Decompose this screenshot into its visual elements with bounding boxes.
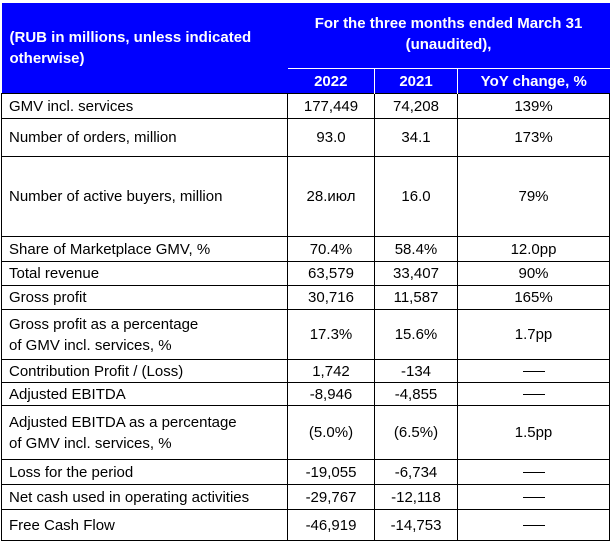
table-row: Contribution Profit / (Loss) 1,742 -134: [1, 359, 611, 383]
table-row: Loss for the period -19,055 -6,734: [1, 459, 611, 485]
value-2022: 30,716: [287, 285, 375, 310]
col-header-yoy: YoY change, %: [456, 68, 610, 94]
value-2022: 1,742: [287, 359, 375, 383]
row-label-line2: of GMV incl. services, %: [9, 434, 172, 452]
value-2021: 33,407: [374, 261, 458, 286]
value-yoy: [456, 359, 611, 383]
table-row: Adjusted EBITDA as a percentage of GMV i…: [1, 405, 611, 460]
year-header-row: 2022 2021 YoY change, %: [2, 68, 610, 94]
financial-summary-sheet: (RUB in millions, unless indicated other…: [1, 3, 611, 541]
value-2021: 16.0: [374, 156, 458, 237]
value-2021: -6,734: [374, 459, 458, 485]
value-2022: 28.июл: [287, 156, 375, 237]
value-yoy: 79%: [456, 156, 611, 237]
row-label: Total revenue: [1, 261, 288, 286]
table-row: Gross profit 30,716 11,587 165%: [1, 285, 611, 310]
period-header-cell: For the three months ended March 31 (una…: [287, 3, 610, 69]
dash-mark: [522, 472, 545, 474]
dash-mark: [522, 394, 545, 396]
row-label-line2: of GMV incl. services, %: [9, 336, 172, 354]
dash-mark: [522, 371, 545, 373]
row-label: Number of orders, million: [1, 118, 288, 157]
period-label-line1: For the three months ended March 31: [314, 15, 583, 32]
period-label-line2: (unaudited),: [405, 36, 492, 53]
table-row: Gross profit as a percentage of GMV incl…: [1, 309, 611, 360]
value-2021: -14,753: [374, 509, 458, 541]
row-label: GMV incl. services: [1, 93, 288, 119]
col-header-2022: 2022: [287, 68, 375, 94]
value-2022: -19,055: [287, 459, 375, 485]
row-label-line1: Gross profit as a percentage: [9, 315, 199, 333]
value-2021: -4,855: [374, 382, 458, 406]
row-label: Adjusted EBITDA: [1, 382, 288, 406]
value-yoy: [456, 459, 611, 485]
value-2021: 74,208: [374, 93, 458, 119]
value-yoy: 165%: [456, 285, 611, 310]
row-label: Share of Marketplace GMV, %: [1, 236, 288, 262]
value-yoy: [456, 484, 611, 510]
row-label: Loss for the period: [1, 459, 288, 485]
table-row: Number of orders, million 93.0 34.1 173%: [1, 118, 611, 157]
value-2022: 177,449: [287, 93, 375, 119]
value-2022: -8,946: [287, 382, 375, 406]
value-yoy: 173%: [456, 118, 611, 157]
value-2022: (5.0%): [287, 405, 375, 460]
value-2021: -12,118: [374, 484, 458, 510]
row-label: Gross profit as a percentage of GMV incl…: [1, 309, 288, 360]
value-yoy: 90%: [456, 261, 611, 286]
value-yoy: 12.0pp: [456, 236, 611, 262]
row-label: Number of active buyers, million: [1, 156, 288, 237]
value-2021: 11,587: [374, 285, 458, 310]
value-2022: -29,767: [287, 484, 375, 510]
table-row: Free Cash Flow -46,919 -14,753: [1, 509, 611, 541]
row-label: Gross profit: [1, 285, 288, 310]
value-2022: -46,919: [287, 509, 375, 541]
value-yoy: 139%: [456, 93, 611, 119]
table-row: Total revenue 63,579 33,407 90%: [1, 261, 611, 286]
financial-summary-table: (RUB in millions, unless indicated other…: [1, 3, 611, 541]
units-label-line1: (RUB in millions, unless indicated: [9, 29, 252, 46]
row-label: Adjusted EBITDA as a percentage of GMV i…: [1, 405, 288, 460]
value-2021: 58.4%: [374, 236, 458, 262]
dash-mark: [522, 497, 545, 499]
value-2021: 15.6%: [374, 309, 458, 360]
value-2022: 70.4%: [287, 236, 375, 262]
dash-mark: [522, 525, 545, 527]
value-2022: 93.0: [287, 118, 375, 157]
value-2021: -134: [374, 359, 458, 383]
table-row: Adjusted EBITDA -8,946 -4,855: [1, 382, 611, 406]
value-2021: 34.1: [374, 118, 458, 157]
table-header-row: (RUB in millions, unless indicated other…: [1, 3, 610, 94]
col-header-2021: 2021: [374, 68, 458, 94]
units-header-cell: (RUB in millions, unless indicated other…: [1, 3, 288, 94]
table-row: Number of active buyers, million 28.июл …: [1, 156, 611, 237]
value-2022: 17.3%: [287, 309, 375, 360]
value-yoy: 1.7pp: [456, 309, 611, 360]
row-label-line1: Adjusted EBITDA as a percentage: [9, 413, 237, 431]
table-row: Share of Marketplace GMV, % 70.4% 58.4% …: [1, 236, 611, 262]
value-2021: (6.5%): [374, 405, 458, 460]
table-row: GMV incl. services 177,449 74,208 139%: [1, 93, 611, 119]
value-2022: 63,579: [287, 261, 375, 286]
value-yoy: [456, 382, 611, 406]
table-row: Net cash used in operating activities -2…: [1, 484, 611, 510]
units-label-line2: otherwise): [9, 50, 85, 67]
row-label: Free Cash Flow: [1, 509, 288, 541]
value-yoy: [456, 509, 611, 541]
value-yoy: 1.5pp: [456, 405, 611, 460]
row-label: Contribution Profit / (Loss): [1, 359, 288, 383]
row-label: Net cash used in operating activities: [1, 484, 288, 510]
